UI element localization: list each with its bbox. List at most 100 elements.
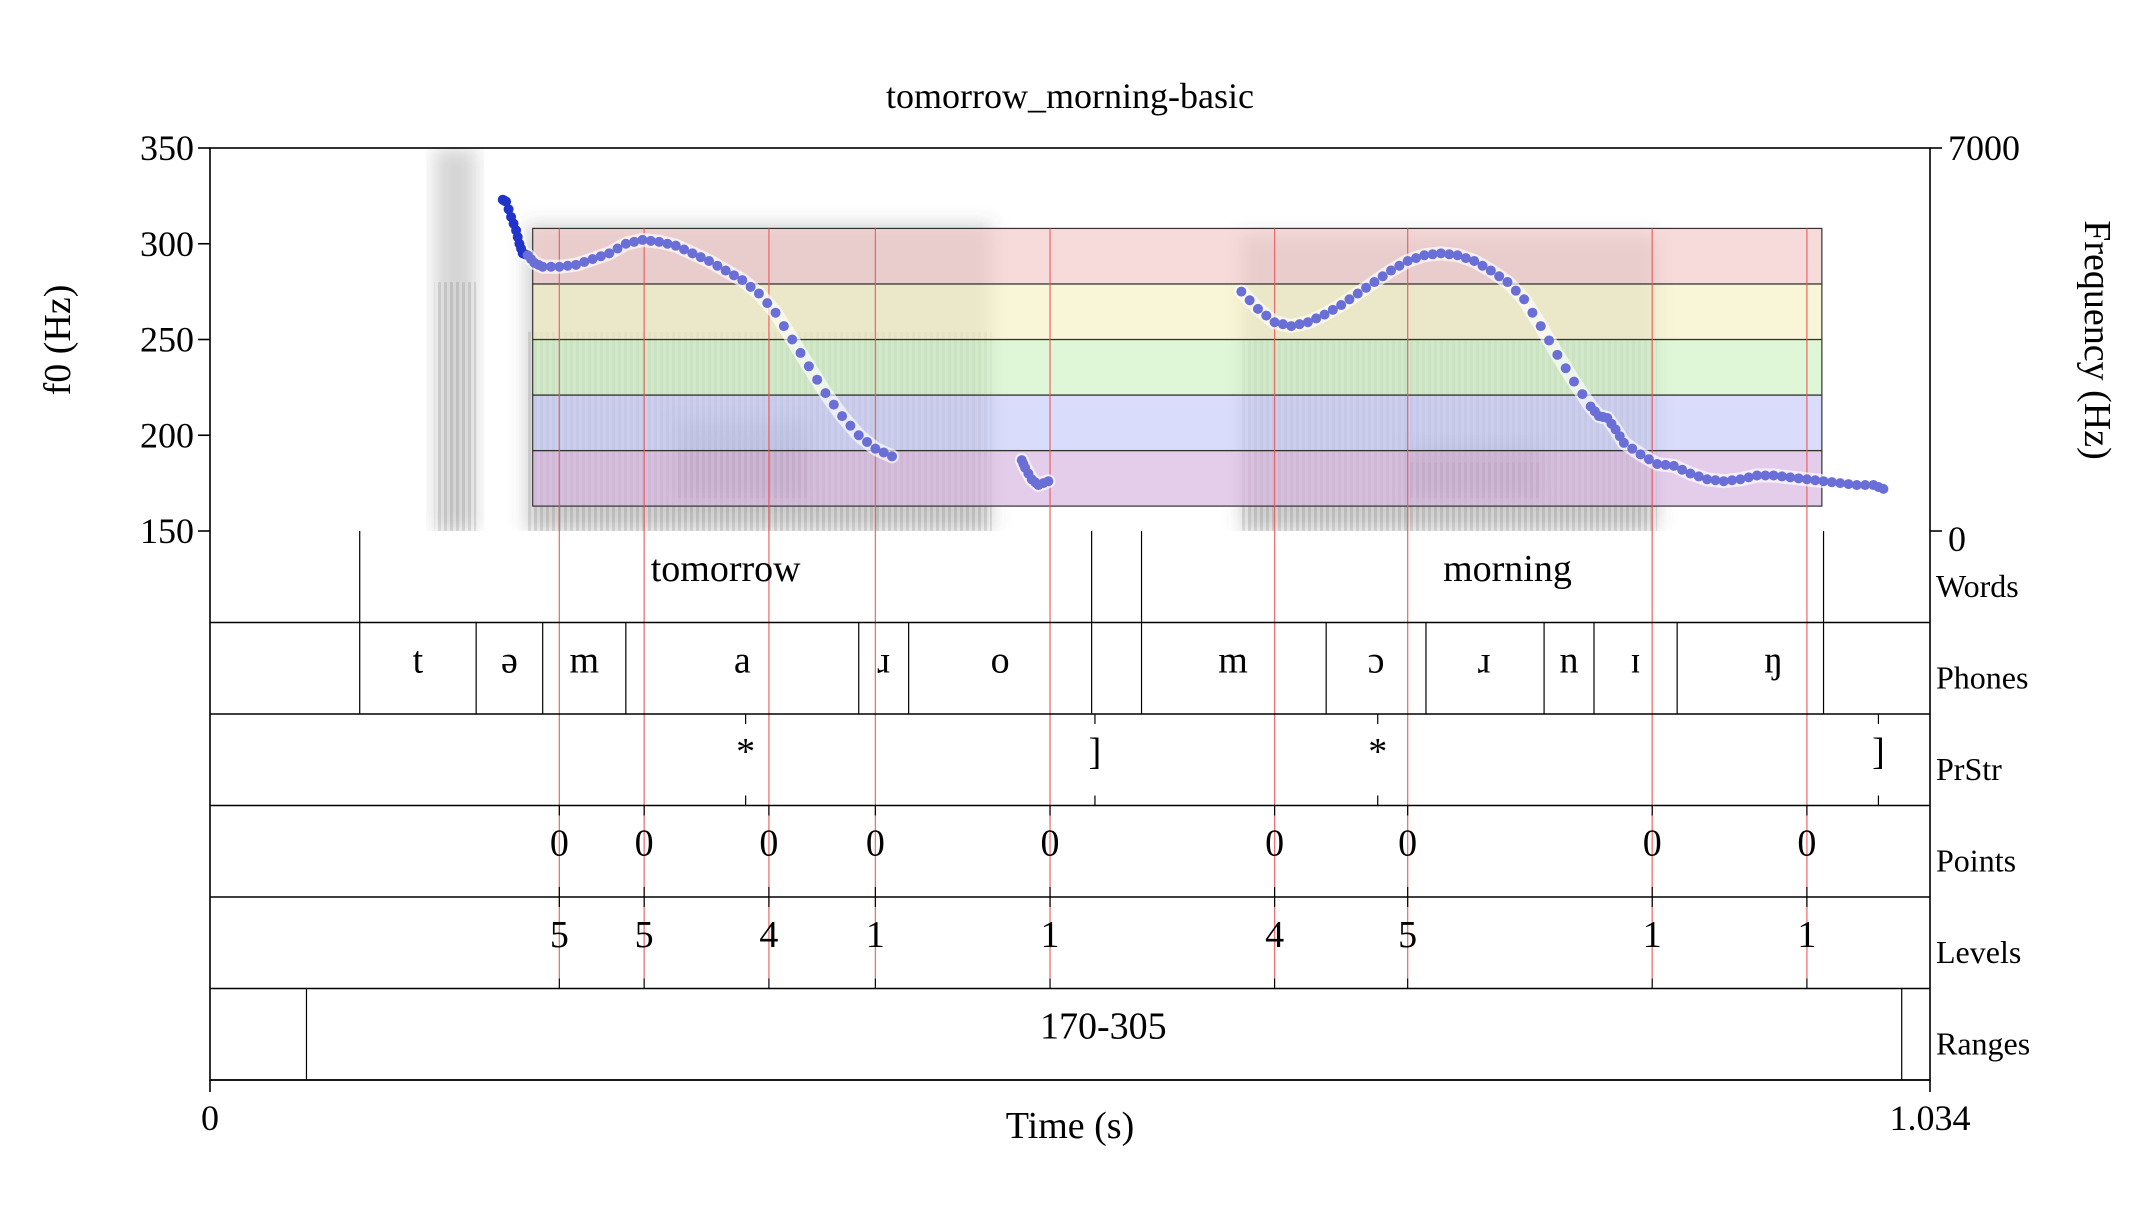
- point-label: 0: [866, 822, 885, 864]
- f0-point: [1444, 249, 1455, 260]
- f0-point: [795, 347, 806, 358]
- f0-point: [1535, 321, 1546, 332]
- f0-point: [654, 236, 665, 247]
- f0-point: [737, 275, 748, 286]
- f0-point: [1369, 277, 1380, 288]
- f0-point: [1402, 255, 1413, 266]
- f0-point: [1878, 483, 1889, 494]
- f0-point: [670, 240, 681, 251]
- point-label: *: [1368, 731, 1387, 773]
- f0-point: [1510, 285, 1521, 296]
- point-label: 4: [1265, 914, 1284, 956]
- f0-point: [1419, 250, 1430, 261]
- f0-point: [501, 196, 512, 207]
- f0-point: [595, 251, 606, 262]
- tier-name: Phones: [1936, 659, 2028, 695]
- tier-levels: Levels 5 5 4 1 1 4 5 1 1: [210, 897, 2021, 990]
- f0-point: [1768, 470, 1779, 481]
- f0-point: [1660, 459, 1671, 470]
- f0-point: [1552, 349, 1563, 360]
- f0-point: [1544, 335, 1555, 346]
- y-tick-label-left: 200: [140, 415, 194, 455]
- tier-label: m: [569, 639, 599, 681]
- point-label: 0: [759, 822, 778, 864]
- f0-point: [1835, 478, 1846, 489]
- f0-point: [870, 443, 881, 454]
- f0-point: [1427, 249, 1438, 260]
- f0-point: [1818, 476, 1829, 487]
- f0-point: [587, 254, 598, 265]
- spectrogram-striations: [434, 282, 477, 531]
- f0-point: [887, 451, 898, 462]
- f0-point: [720, 265, 731, 276]
- f0-point: [546, 261, 557, 272]
- tier-label: ɹ: [1478, 639, 1491, 681]
- f0-point: [1252, 303, 1263, 314]
- tier-prstr: PrStr *] *]: [210, 714, 2002, 807]
- f0-point: [745, 281, 756, 292]
- point-label: 0: [635, 822, 654, 864]
- f0-point: [878, 447, 889, 458]
- point-label: *: [736, 731, 755, 773]
- tier-label: morning: [1443, 548, 1572, 590]
- f0-point: [803, 361, 814, 372]
- f0-point: [1286, 321, 1297, 332]
- f0-point: [1785, 472, 1796, 483]
- point-label: 0: [1265, 822, 1284, 864]
- tier-label: ɪ: [1630, 639, 1641, 681]
- tier-label: m: [1218, 639, 1248, 681]
- f0-point: [1502, 277, 1513, 288]
- f0-point: [1336, 300, 1347, 311]
- annotation-tiers: Words tomorrow morning Phones t ə m a ɹ o m ɔ ɹ n ɪ ŋ Pr…: [210, 531, 2030, 1081]
- f0-point: [1386, 265, 1397, 276]
- f0-point: [579, 256, 590, 267]
- y-tick-label-left: 350: [140, 128, 194, 168]
- f0-point: [820, 388, 831, 399]
- point-label: 1: [866, 914, 885, 956]
- f0-point: [1485, 265, 1496, 276]
- f0-point: [770, 307, 781, 318]
- range-band: [532, 338, 1823, 396]
- f0-point: [1735, 474, 1746, 485]
- f0-point: [1236, 286, 1247, 297]
- f0-point: [1793, 473, 1804, 484]
- point-label: 5: [635, 914, 654, 956]
- f0-point: [1560, 363, 1571, 374]
- f0-point: [1394, 260, 1405, 271]
- f0-point: [812, 374, 823, 385]
- f0-point: [853, 430, 864, 441]
- point-label: 1: [1041, 914, 1060, 956]
- chart-title: tomorrow_morning-basic: [886, 76, 1254, 116]
- f0-point: [1327, 304, 1338, 315]
- y-tick-label-left: 150: [140, 511, 194, 551]
- f0-point: [762, 298, 773, 309]
- f0-point: [1643, 454, 1654, 465]
- tier-label: t: [413, 639, 424, 681]
- x-tick-label: 0: [201, 1098, 219, 1138]
- f0-point: [1618, 437, 1629, 448]
- f0-point: [1702, 474, 1713, 485]
- f0-point: [1635, 449, 1646, 460]
- f0-point: [1435, 248, 1446, 259]
- f0-point: [728, 270, 739, 281]
- f0-point: [620, 238, 631, 249]
- f0-point: [787, 334, 798, 345]
- f0-point: [1477, 260, 1488, 271]
- f0-point: [1693, 471, 1704, 482]
- tier-points: Points 0 0 0 0 0 0 0 0 0: [210, 805, 2016, 898]
- f0-point: [637, 234, 648, 245]
- x-axis-label: Time (s): [1006, 1105, 1134, 1147]
- f0-point: [604, 248, 615, 259]
- y-axis-label-right: Frequency (Hz): [2076, 220, 2118, 460]
- f0-point: [1801, 474, 1812, 485]
- f0-point: [1311, 313, 1322, 324]
- point-label: 0: [1643, 822, 1662, 864]
- f0-point: [1727, 475, 1738, 486]
- point-label: 5: [550, 914, 569, 956]
- point-label: ]: [1089, 731, 1102, 773]
- f0-point: [662, 238, 673, 249]
- f0-point: [1269, 317, 1280, 328]
- f0-point: [1710, 475, 1721, 486]
- point-label: 1: [1643, 914, 1662, 956]
